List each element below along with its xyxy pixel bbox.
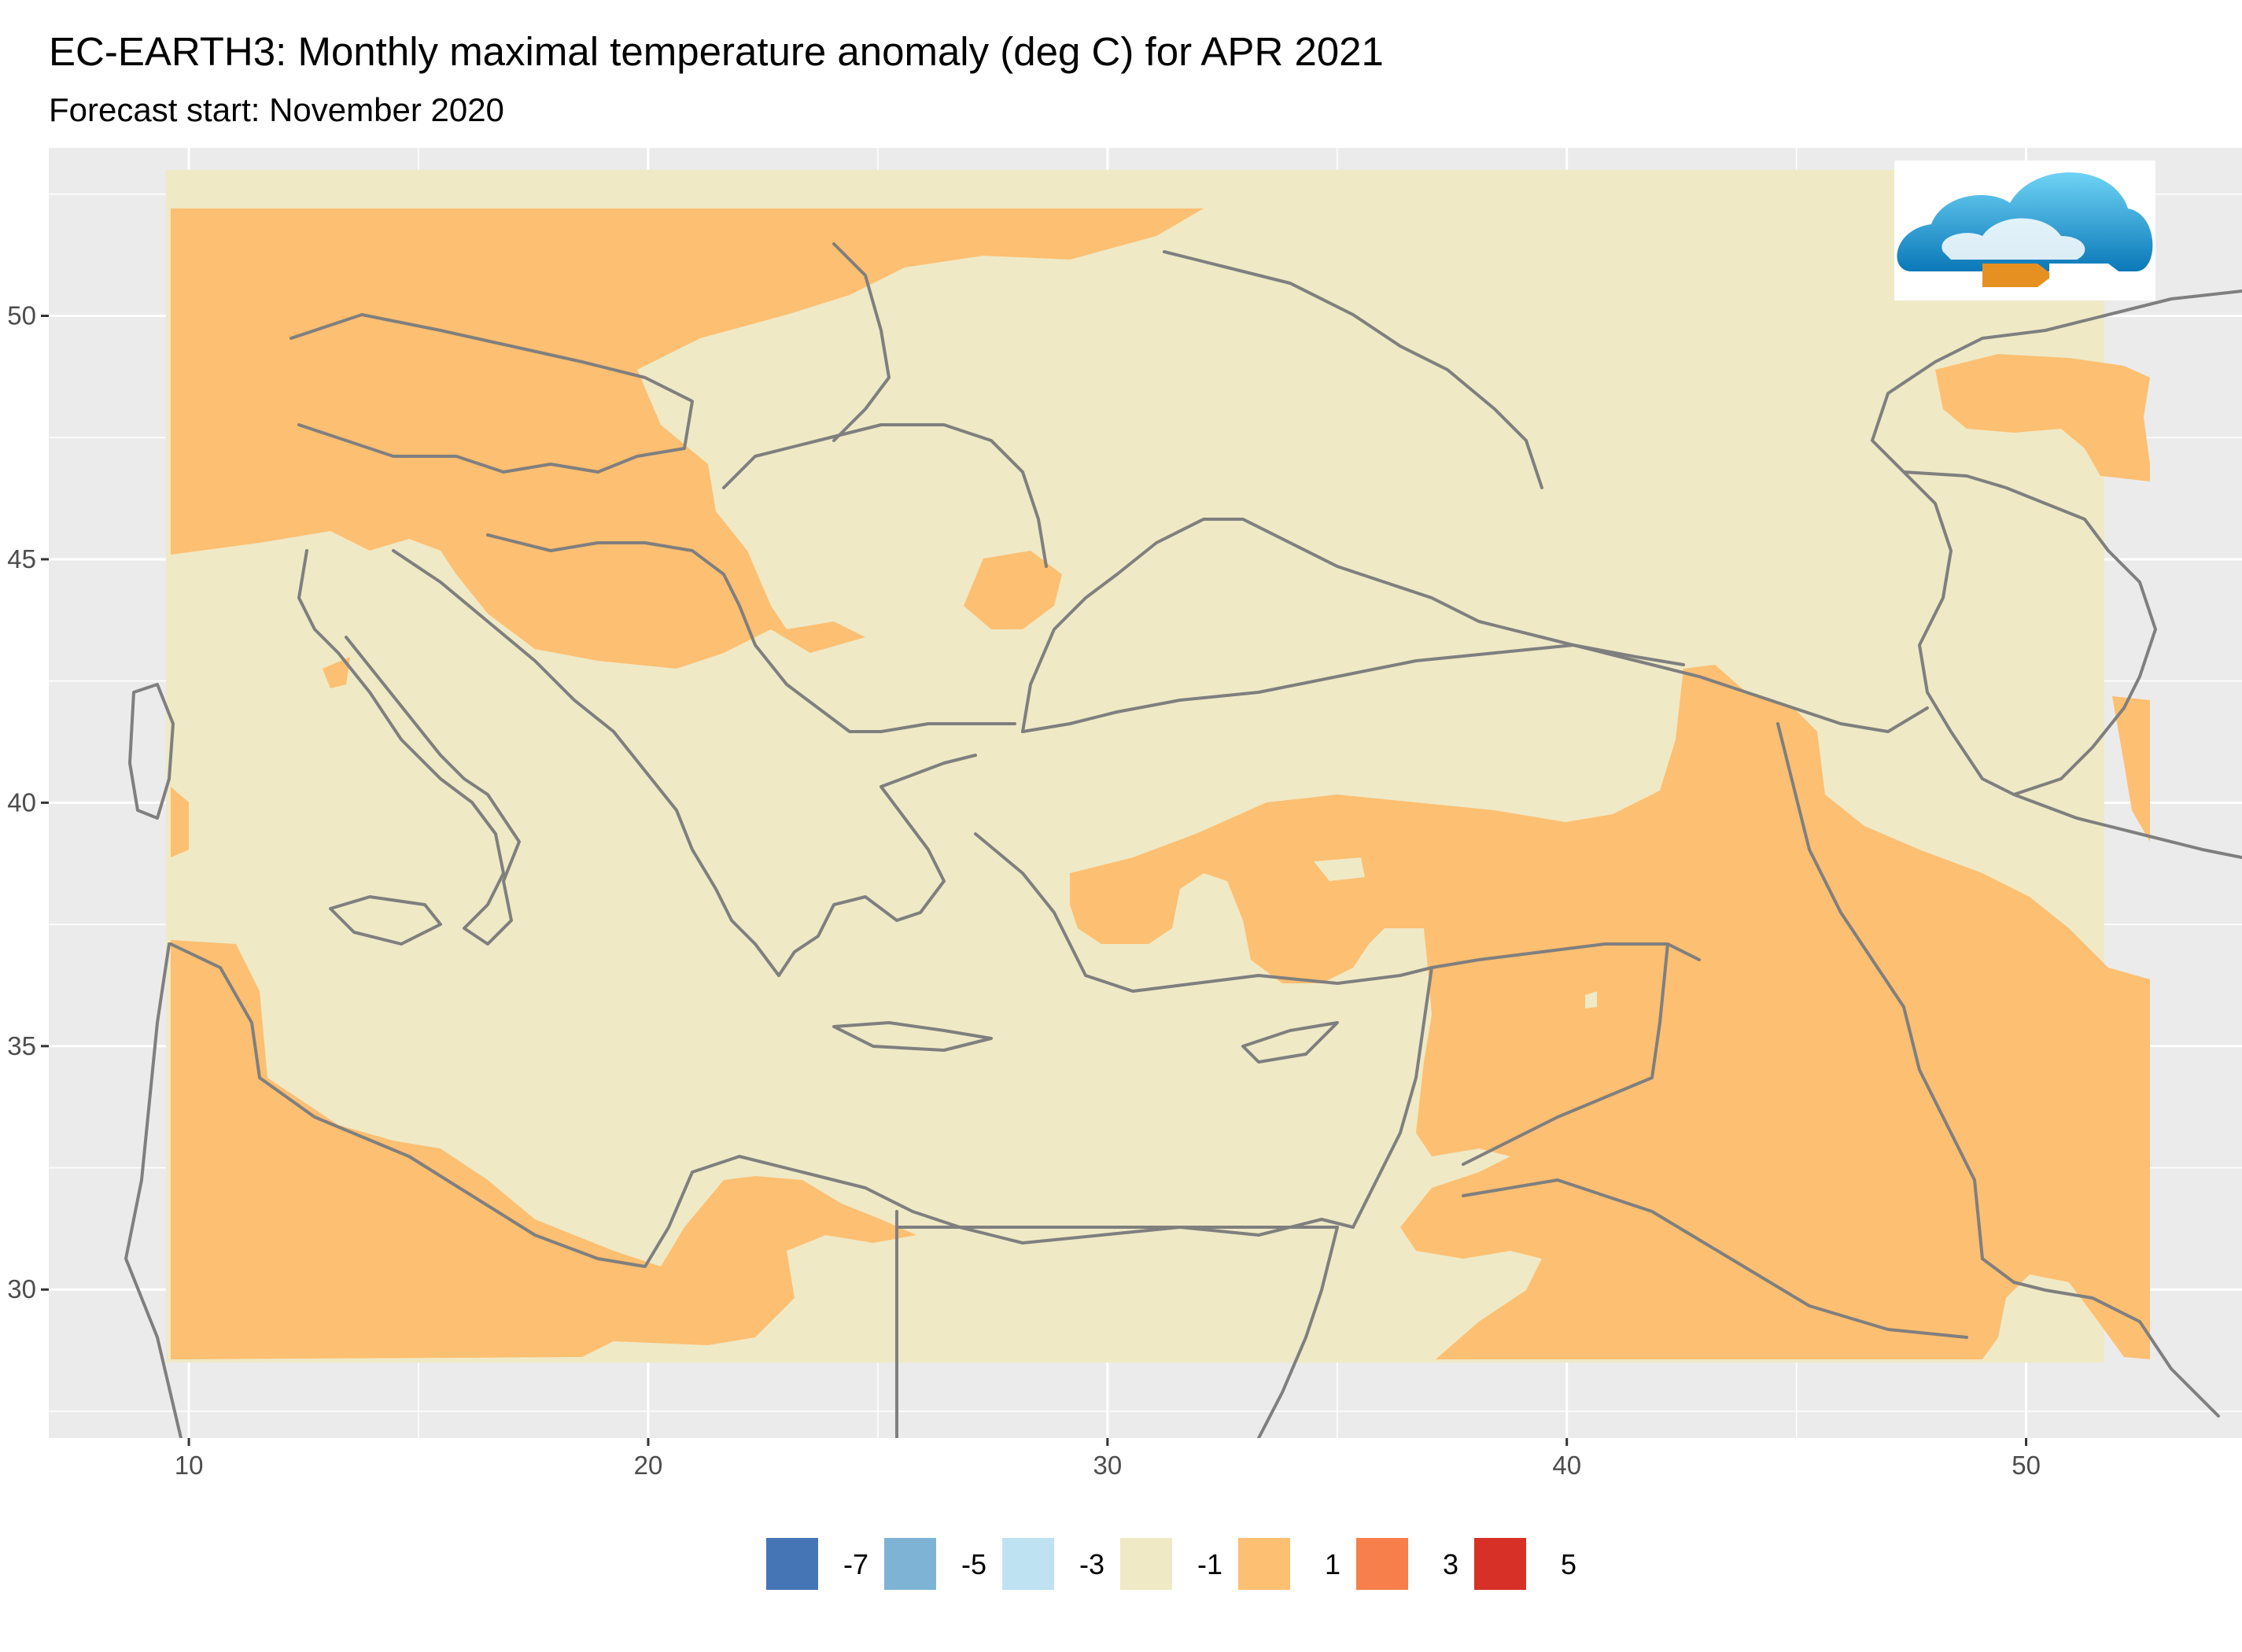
coastline-red-sea [1257,1226,1339,1438]
warm-region-north-africa [171,940,916,1359]
y-tick-label: 30 [7,1274,36,1304]
cool-holes [1314,857,1597,1009]
page-subtitle: Forecast start: November 2020 [49,91,504,128]
y-tick-label: 45 [7,544,36,573]
coastline-turkey-south [974,832,1433,993]
coastline-crete [832,1021,993,1052]
legend-label: 5 [1561,1548,1576,1580]
legend-label: -5 [961,1548,986,1580]
coastline-black-sea [1021,518,1654,733]
warm-region-caspian-east [1935,354,2150,481]
legend-key [1120,1538,1172,1590]
legend-label: -7 [843,1548,868,1580]
legend-label: 3 [1443,1548,1458,1580]
legend-label: -1 [1197,1548,1222,1580]
warm-region-tyrrhenian [323,657,350,688]
coastline-sardinia [128,683,175,820]
y-tick-label: 40 [7,787,36,817]
legend-key [884,1538,936,1590]
legend-key [1356,1538,1408,1590]
border-iraq-saudi [1462,1178,1968,1339]
country-borders [124,242,2242,1438]
warm-region-middle-east [1070,665,2150,1359]
border-iraq-iran [1776,722,1984,1260]
y-tick-label: 35 [7,1031,36,1060]
warm-region-east-edge [2112,696,2150,842]
coastline-italy [297,549,521,946]
coastline-levant [1351,966,1433,1229]
coastline-caspian [1902,470,2157,796]
border-romania [722,423,1048,568]
y-tick-label: 50 [7,301,36,330]
neutral-hole-syria [1585,991,1597,1009]
border-turkey-syria [1430,942,1701,969]
x-tick-label: 30 [1093,1451,1122,1480]
border-ukraine-russia [1163,250,1543,489]
x-tick-label: 20 [634,1451,663,1480]
warm-region-central-europe [171,208,1204,669]
border-syria-iraq [1462,942,1669,1166]
neutral-hole-anatolia [1314,857,1365,881]
coastline-adriatic-east [392,549,780,977]
legend-key [766,1538,818,1590]
border-kazakhstan [1871,289,2242,474]
warm-region-romania-patch [964,551,1062,629]
legend-key [1474,1538,1526,1590]
legend-label: 1 [1325,1548,1340,1580]
cloud-logo [1894,160,2155,301]
warm-region-west-edge [171,338,201,393]
border-central-europe [289,313,694,474]
x-tick-label: 50 [2012,1451,2041,1480]
coastline-cyprus [1241,1021,1339,1064]
border-africa-west [124,942,183,1438]
border-balkans [486,533,1016,733]
warm-region-sardinia [171,787,189,857]
border-iran-turkmenistan [2012,793,2242,859]
legend-key [1238,1538,1290,1590]
x-tick-label: 40 [1552,1451,1581,1480]
warm-anomaly-regions [171,208,2150,1359]
border-caucasus [1650,663,1929,733]
border-poland-ukraine [832,242,891,442]
coastline-north-africa [169,942,1355,1268]
map-axes: 10 20 30 40 50 30 35 40 45 50 [7,301,2041,1480]
legend-key [1002,1538,1054,1590]
coastline-sicily [329,895,442,946]
coastline-greece [777,754,977,977]
x-tick-label: 10 [175,1451,204,1480]
coastline-persian-gulf [1981,1257,2220,1418]
legend-label: -3 [1079,1548,1104,1580]
page-title: EC-EARTH3: Monthly maximal temperature a… [49,29,1384,74]
legend: -7 -5 -3 -1 1 3 5 [766,1538,1576,1590]
